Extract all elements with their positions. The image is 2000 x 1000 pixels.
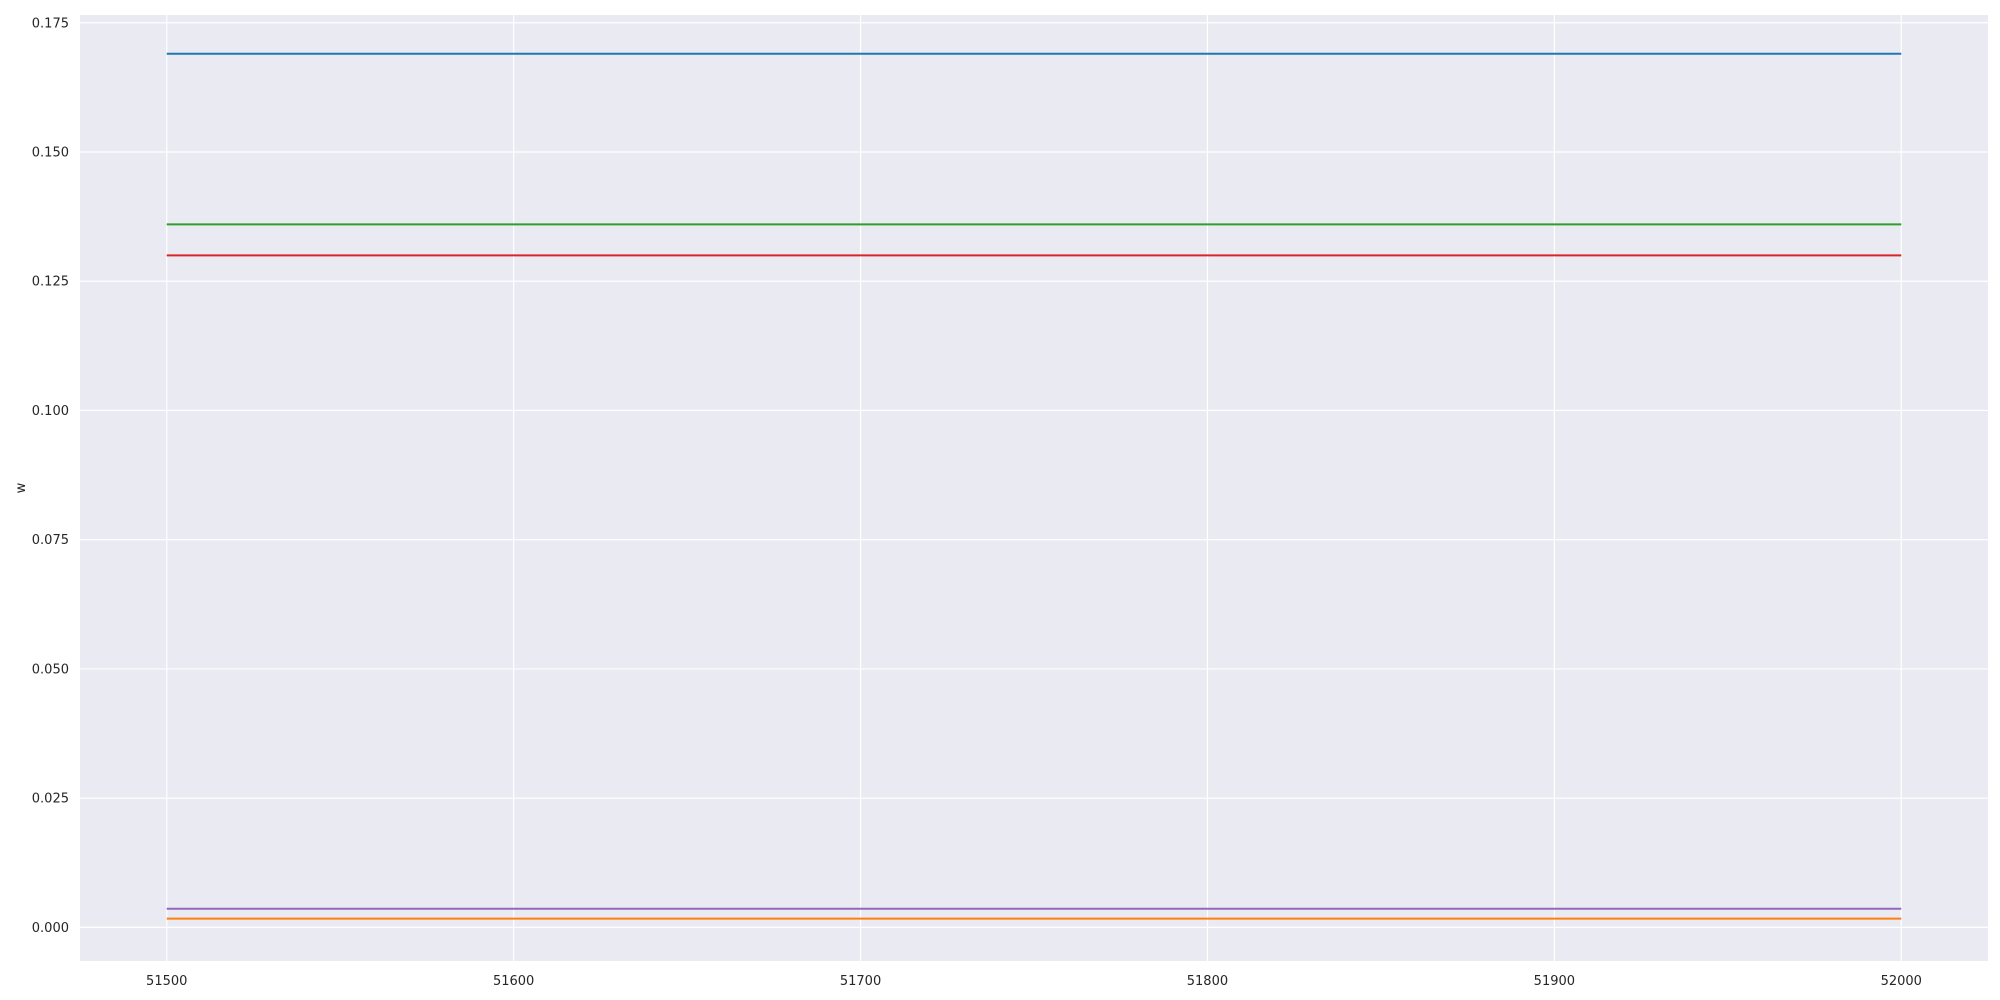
- series-layer: [166, 52, 1902, 920]
- y-tick-label: 0.150: [32, 145, 69, 160]
- x-tick-label: 52000: [1881, 974, 1922, 989]
- x-tick-label: 51900: [1534, 974, 1575, 989]
- y-tick-label: 0.100: [32, 404, 69, 419]
- y-tick-label: 0.050: [32, 662, 69, 677]
- grid-lines: [80, 15, 1988, 961]
- y-tick-label: 0.075: [32, 533, 69, 548]
- x-tick-label: 51500: [146, 974, 187, 989]
- x-tick-label: 51600: [493, 974, 534, 989]
- x-axis-ticks: 51500 51600 51700 51800 51900 52000: [146, 974, 1922, 989]
- x-tick-label: 51800: [1187, 974, 1228, 989]
- plot-background: [80, 15, 1988, 961]
- y-tick-label: 0.125: [32, 275, 69, 290]
- x-tick-label: 51700: [840, 974, 881, 989]
- y-axis-label: w: [14, 482, 29, 493]
- y-axis-ticks: 0.000 0.025 0.050 0.075 0.100 0.125 0.150 0.175: [32, 16, 69, 936]
- y-tick-label: 0.025: [32, 792, 69, 807]
- y-tick-label: 0.000: [32, 921, 69, 936]
- y-tick-label: 0.175: [32, 16, 69, 31]
